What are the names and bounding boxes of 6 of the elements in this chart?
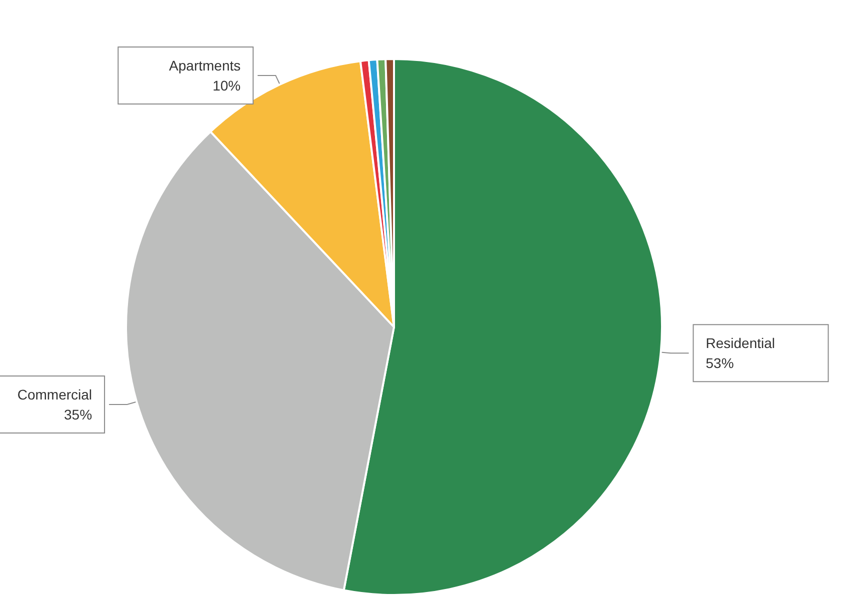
slice-label: Commercial xyxy=(17,386,92,403)
slice-label: Residential xyxy=(706,335,776,352)
data-label: 10% xyxy=(212,77,241,94)
slice-label: Apartments xyxy=(169,57,241,74)
data-label: 53% xyxy=(706,355,734,372)
data-label: 35% xyxy=(64,406,92,423)
